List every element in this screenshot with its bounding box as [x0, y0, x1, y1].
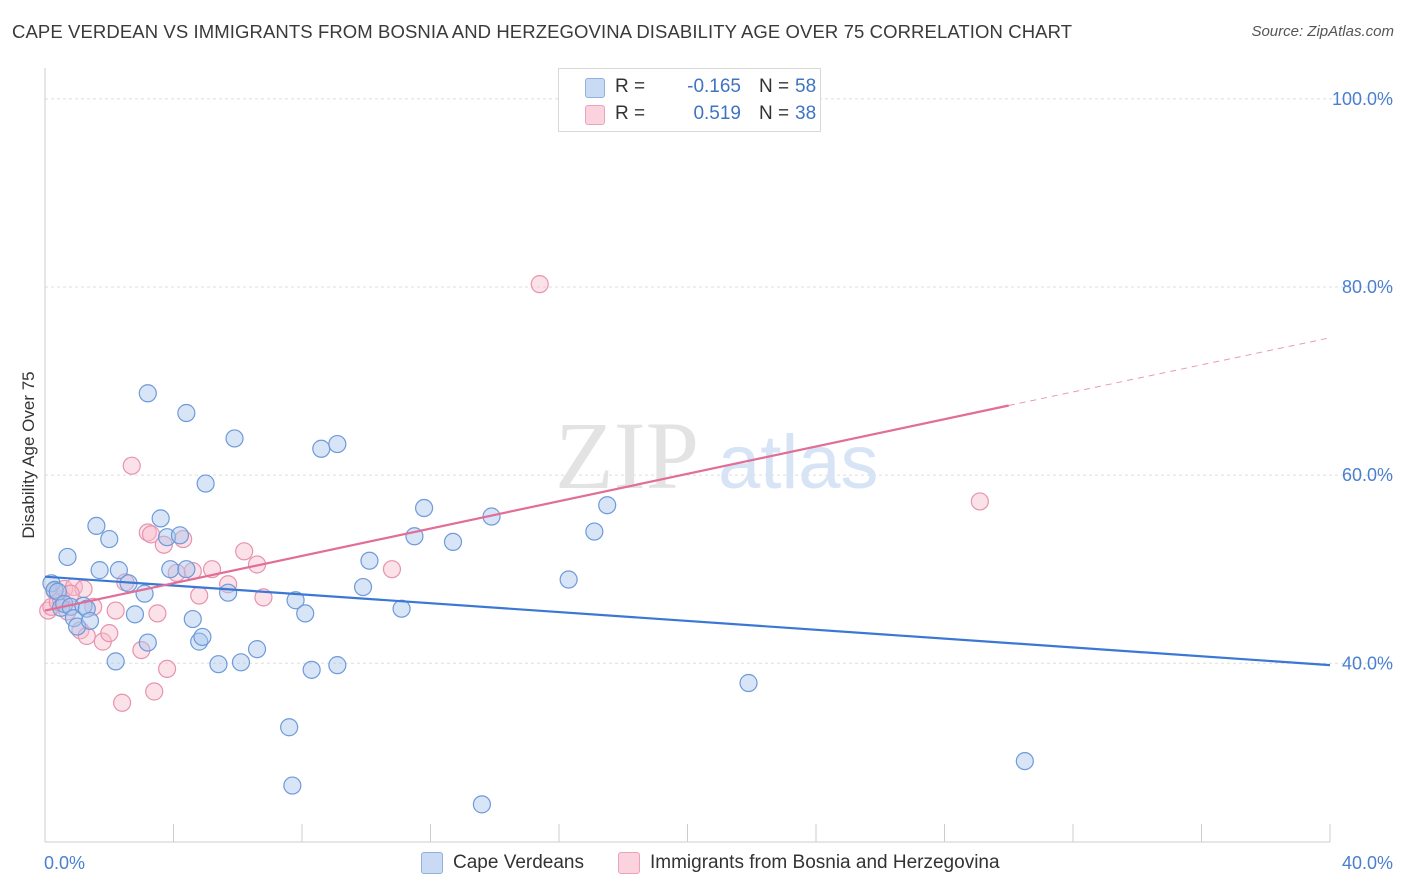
bottom-swatch-blue	[421, 852, 443, 874]
data-point-cape	[472, 795, 491, 814]
bottom-swatch-pink	[618, 852, 640, 874]
data-point-bosnia	[970, 492, 989, 511]
data-point-cape	[598, 496, 617, 515]
legend-swatch-blue	[585, 78, 605, 98]
data-point-cape	[125, 605, 145, 624]
data-point-cape	[296, 604, 315, 623]
data-point-cape	[280, 718, 299, 737]
data-point-cape	[100, 529, 119, 549]
data-point-cape	[353, 577, 373, 597]
x-tick-label: 0.0%	[44, 853, 85, 873]
legend-r-label: R =	[615, 103, 646, 124]
data-point-cape	[161, 560, 180, 579]
legend-n-label: N =	[759, 76, 790, 97]
bottom-legend-cape-label: Cape Verdeans	[453, 852, 584, 873]
data-point-cape	[45, 580, 64, 599]
y-tick-labels: 40.0% 60.0% 80.0% 100.0%	[1332, 89, 1393, 673]
data-point-bosnia	[382, 560, 402, 579]
legend-r-label: R =	[615, 76, 646, 97]
source-label: Source: ZipAtlas.com	[1251, 23, 1394, 40]
data-point-bosnia	[145, 682, 164, 701]
legend-n-label: N =	[759, 103, 790, 124]
data-point-bosnia	[84, 597, 103, 616]
y-tick-label: 100.0%	[1332, 89, 1393, 109]
data-point-cape	[302, 660, 321, 679]
watermark: ZIP atlas	[555, 402, 879, 509]
data-point-bosnia	[132, 640, 151, 660]
y-axis-label: Disability Age Over 75	[19, 371, 38, 538]
data-point-bosnia	[530, 275, 549, 294]
legend-swatch-pink	[585, 105, 605, 125]
data-point-cape	[106, 652, 125, 671]
data-point-cape	[151, 509, 170, 528]
gridlines	[45, 98, 1392, 664]
data-point-cape	[193, 627, 212, 647]
data-point-bosnia	[148, 604, 167, 623]
data-point-cape	[231, 653, 251, 672]
data-point-cape	[443, 532, 463, 552]
data-point-bosnia	[77, 626, 96, 646]
trend-lines	[44, 337, 1331, 667]
data-point-cape	[138, 633, 157, 652]
data-point-cape	[328, 434, 347, 454]
data-point-cape	[177, 560, 196, 579]
data-point-bosnia	[122, 456, 141, 475]
data-point-cape	[219, 583, 238, 602]
y-tick-label: 60.0%	[1342, 465, 1393, 485]
y-tick-label: 40.0%	[1342, 653, 1393, 673]
x-tick-label: 40.0%	[1342, 853, 1393, 873]
data-point-bosnia	[235, 542, 254, 561]
trend-line-bosnia-extension	[1008, 337, 1331, 406]
legend-n-value: 58	[795, 76, 817, 97]
watermark-zip: ZIP	[555, 402, 699, 509]
data-point-cape	[283, 776, 302, 795]
data-point-cape	[80, 611, 100, 631]
data-point-bosnia	[106, 601, 125, 620]
data-point-cape	[90, 561, 109, 580]
data-point-cape	[585, 522, 604, 541]
correlation-legend: R = -0.165 N = 58 R = 0.519 N = 38	[558, 68, 821, 132]
bottom-legend-bosnia: Immigrants from Bosnia and Herzegovina	[618, 851, 1000, 875]
legend-n-value: 38	[795, 103, 817, 124]
data-point-cape	[109, 561, 128, 580]
data-point-cape	[1015, 751, 1034, 771]
legend-r-value: 0.519	[693, 103, 741, 124]
trend-line-cape	[44, 575, 1331, 667]
data-point-bosnia	[254, 588, 273, 607]
data-point-cape	[360, 551, 379, 570]
legend-r-value: -0.165	[687, 76, 741, 97]
data-point-cape	[414, 498, 434, 518]
bottom-legend-bosnia-label: Immigrants from Bosnia and Herzegovina	[650, 852, 1000, 873]
data-point-bosnia	[112, 693, 132, 712]
data-point-cape	[87, 516, 106, 536]
trend-line-bosnia	[44, 404, 1009, 612]
chart-title: CAPE VERDEAN VS IMMIGRANTS FROM BOSNIA A…	[12, 21, 1073, 42]
data-point-bosnia	[157, 659, 177, 679]
data-point-cape	[225, 429, 244, 448]
data-point-bosnia	[190, 586, 209, 605]
data-point-cape	[183, 609, 202, 629]
axes	[44, 68, 1331, 843]
x-tick-labels: 0.0% 40.0%	[44, 853, 1393, 873]
data-point-cape	[328, 656, 347, 675]
data-point-cape	[196, 474, 215, 493]
data-point-cape	[286, 591, 305, 610]
data-point-cape	[58, 547, 77, 567]
data-point-bosnia	[138, 523, 157, 542]
data-point-cape	[247, 640, 267, 659]
data-point-cape	[209, 655, 228, 674]
data-point-cape	[170, 526, 190, 545]
data-point-cape	[739, 673, 758, 693]
data-point-bosnia	[100, 624, 119, 643]
bottom-legend-cape: Cape Verdeans	[421, 851, 584, 875]
data-point-cape	[312, 439, 331, 458]
data-point-cape	[177, 403, 196, 423]
y-tick-label: 80.0%	[1342, 277, 1393, 297]
series-cape-points	[42, 384, 1034, 814]
data-point-cape	[559, 570, 578, 589]
data-point-cape	[138, 384, 157, 403]
